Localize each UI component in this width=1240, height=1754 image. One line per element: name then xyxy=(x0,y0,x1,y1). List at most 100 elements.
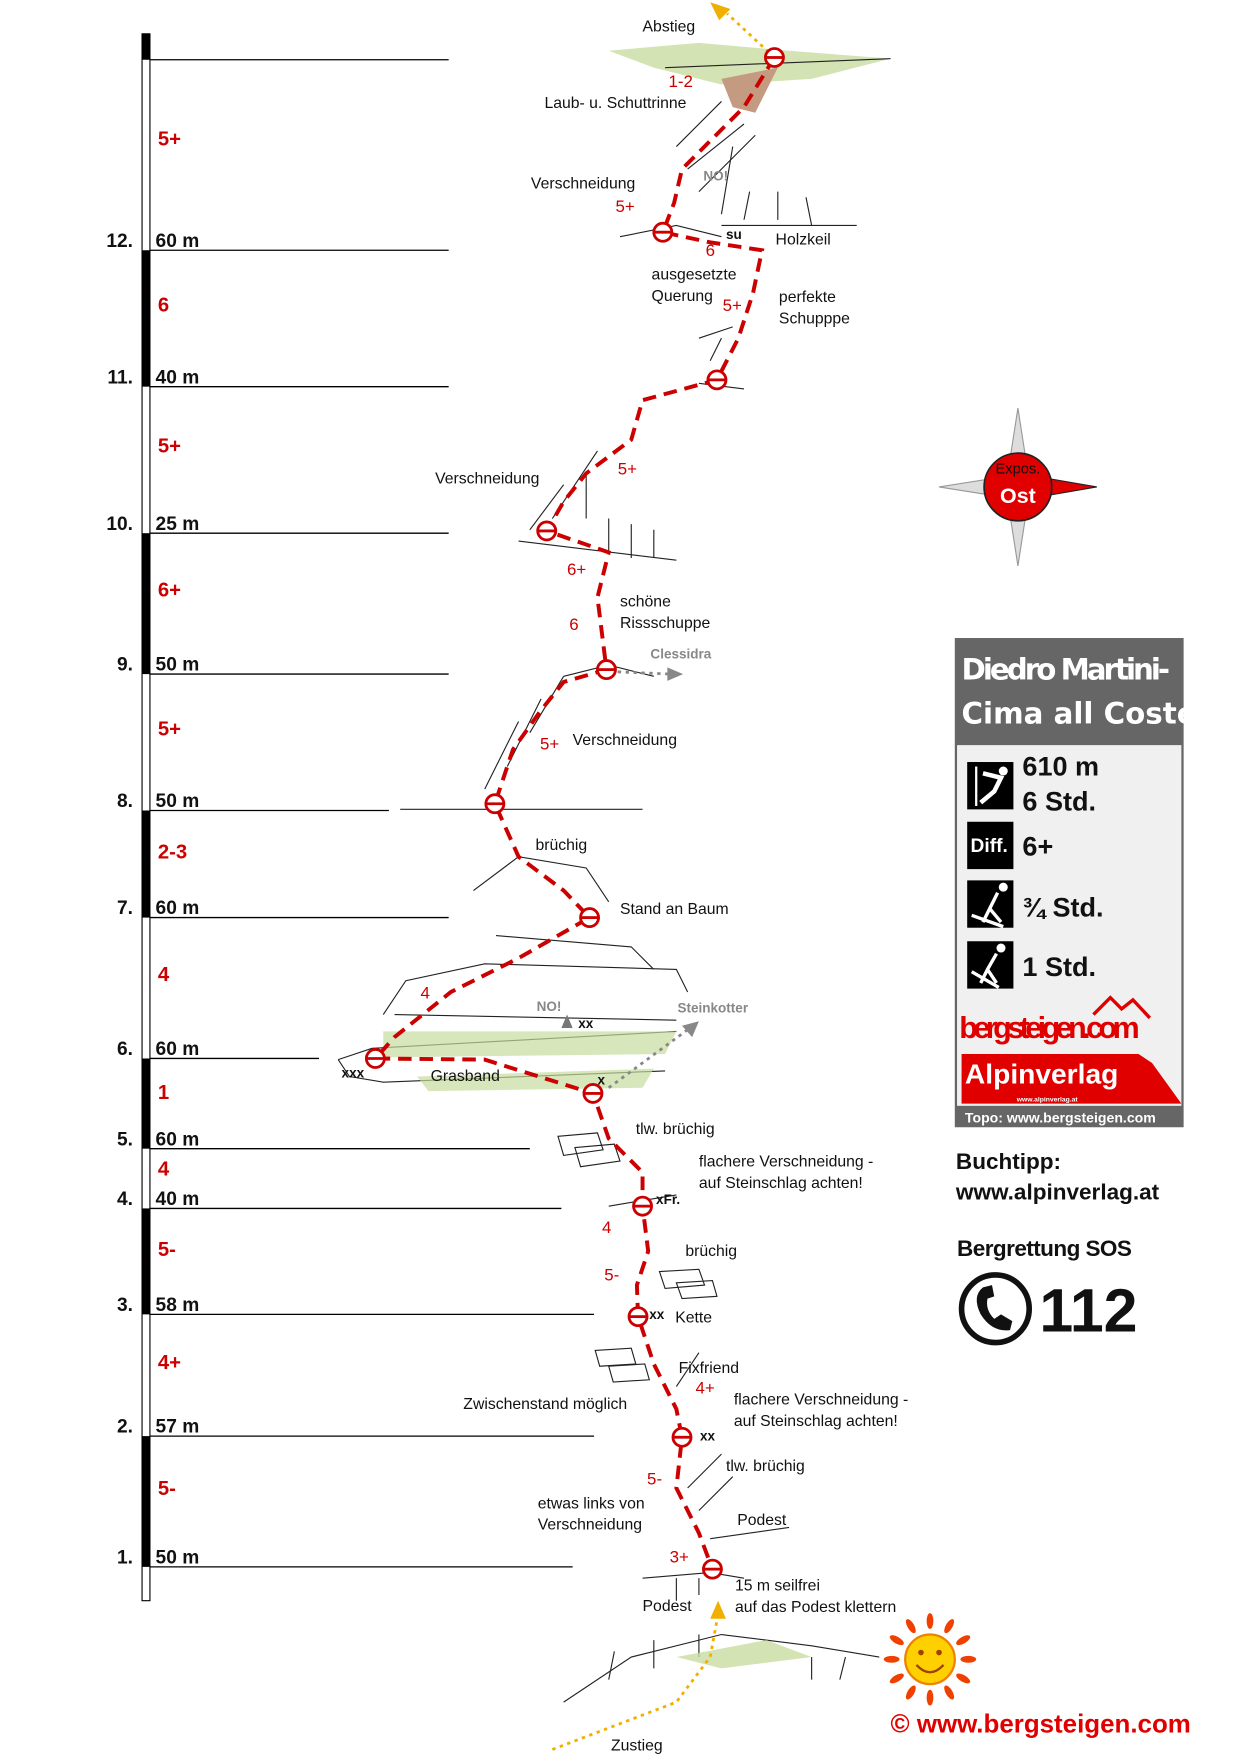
annotations: Abstieg Laub- u. Schuttrinne Verschneidu… xyxy=(342,19,909,1754)
pitch-length: 60 m xyxy=(156,231,200,252)
pitch-number: 10. xyxy=(106,514,133,535)
route-grade: 5- xyxy=(647,1470,662,1489)
svg-text:bergsteigen.com: bergsteigen.com xyxy=(959,1011,1139,1045)
label: Zwischenstand möglich xyxy=(463,1396,627,1413)
pitch-grade: 6+ xyxy=(158,580,181,602)
sun-ray xyxy=(956,1635,971,1646)
route-grade: 4+ xyxy=(696,1378,715,1397)
sun-ray xyxy=(905,1685,916,1700)
label: Verschneidung xyxy=(435,471,539,488)
alpinverlag-logo: Alpinverlag www.alpinverlag.at xyxy=(961,1053,1182,1104)
pitch-number: 8. xyxy=(117,791,133,812)
book-tip-label: Buchtipp: xyxy=(956,1149,1061,1174)
route-grade: 5+ xyxy=(615,197,634,216)
pitch-grade: 5+ xyxy=(158,718,181,740)
label: Verschneidung xyxy=(573,732,677,749)
sun-ray xyxy=(956,1673,971,1684)
label: Podest xyxy=(643,1598,693,1615)
topo-credit: Topo: www.bergsteigen.com xyxy=(965,1110,1156,1126)
label: Grasband xyxy=(431,1068,500,1085)
label: Kette xyxy=(675,1309,712,1326)
route-title-line2: Cima all Coste xyxy=(962,697,1197,731)
pitch-length: 60 m xyxy=(156,1129,200,1150)
sun-ray xyxy=(926,1613,934,1629)
scale-segment xyxy=(142,1436,150,1567)
approach-arrow-icon xyxy=(710,1600,726,1619)
svg-text:Alpinverlag: Alpinverlag xyxy=(965,1057,1118,1089)
sun-ray xyxy=(905,1619,916,1634)
pitch-number: 5. xyxy=(117,1129,133,1150)
route-grade: 4 xyxy=(602,1218,611,1237)
label: auf Steinschlag achten! xyxy=(699,1175,863,1192)
scale-segment xyxy=(142,1058,150,1149)
pitch-labels: 1. 50 m 5- 2. 57 m 4+ 3. 58 m 5- 4. 40 m 4 5. 60 m 1 6.… xyxy=(106,128,199,1568)
label: Verschneidung xyxy=(538,1517,642,1534)
book-tip-link[interactable]: www.alpinverlag.at xyxy=(955,1179,1160,1204)
label: Schupppe xyxy=(779,311,850,328)
protection-mark: xx xyxy=(700,1429,716,1444)
pitch-grade: 1 xyxy=(158,1082,169,1104)
label-zustieg: Zustieg xyxy=(611,1738,663,1754)
pitch-number: 11. xyxy=(107,367,133,388)
climber-icon xyxy=(967,762,1014,810)
pitch-number: 6. xyxy=(117,1039,133,1060)
pitch-grade: 2-3 xyxy=(158,842,187,864)
pitch-length: 60 m xyxy=(156,1039,200,1060)
route-line xyxy=(371,56,777,1570)
scale-segment xyxy=(142,810,150,918)
label: etwas links von xyxy=(538,1495,645,1512)
label: flachere Verschneidung - xyxy=(734,1392,908,1409)
bergsteigen-logo: bergsteigen.com xyxy=(959,995,1152,1045)
pitch-length: 40 m xyxy=(156,367,200,388)
pitch-grade: 5+ xyxy=(158,436,181,458)
phone-icon xyxy=(958,1272,1033,1346)
label: Stand an Baum xyxy=(620,901,729,918)
route-grade: 4 xyxy=(420,984,429,1003)
pitch-grade: 5- xyxy=(158,1239,176,1261)
pitch-number: 12. xyxy=(106,231,133,252)
belay-station-icon xyxy=(632,1195,653,1217)
pitch-length: 60 m xyxy=(156,898,200,919)
pitch-number: 3. xyxy=(117,1295,133,1316)
label: 15 m seilfrei xyxy=(735,1578,820,1595)
label: tlw. brüchig xyxy=(726,1458,805,1475)
descent-arrow-icon xyxy=(710,2,731,21)
label: Podest xyxy=(737,1512,787,1529)
scale-segment xyxy=(142,533,150,675)
pitch-length: 57 m xyxy=(156,1417,200,1438)
label: ausgesetzte xyxy=(652,267,737,284)
pitch-length: 25 m xyxy=(156,514,200,535)
label: tlw. brüchig xyxy=(636,1121,715,1138)
label: Fixfriend xyxy=(679,1360,739,1377)
belay-station-icon xyxy=(579,907,600,929)
belay-station-icon xyxy=(702,1558,723,1580)
belay-station-icon xyxy=(706,369,728,391)
label: Rissschuppe xyxy=(620,615,710,632)
label: flachere Verschneidung - xyxy=(699,1154,873,1171)
descent-arrow-path xyxy=(726,12,776,59)
pitch-grade: 4+ xyxy=(158,1352,181,1374)
belay-station-icon xyxy=(596,659,617,681)
compass-label: Expos. xyxy=(996,461,1041,477)
sos-number[interactable]: 112 xyxy=(1039,1276,1137,1344)
sos-label: Bergrettung SOS xyxy=(957,1236,1132,1261)
difficulty-value: 6+ xyxy=(1022,832,1053,862)
pitch-length: 40 m xyxy=(156,1189,200,1210)
protection-mark: xxx xyxy=(342,1066,365,1081)
route-grade: 5+ xyxy=(540,735,559,754)
label: auf das Podest klettern xyxy=(735,1599,896,1616)
pitch-number: 4. xyxy=(117,1189,133,1210)
pitch-number: 1. xyxy=(117,1547,133,1568)
sun-ray xyxy=(960,1655,977,1663)
label: Laub- u. Schuttrinne xyxy=(544,95,686,112)
label: schöne xyxy=(620,593,671,610)
footer-copyright[interactable]: © www.bergsteigen.com xyxy=(891,1711,1191,1739)
pitch-grade: 4 xyxy=(158,1159,170,1181)
route-grade: 5+ xyxy=(618,460,637,479)
label: brüchig xyxy=(535,837,587,854)
descent-hiker-icon xyxy=(967,941,1014,989)
label: Holzkeil xyxy=(776,232,831,249)
approach-hiker-icon xyxy=(967,880,1014,929)
sun-ray xyxy=(889,1635,904,1646)
